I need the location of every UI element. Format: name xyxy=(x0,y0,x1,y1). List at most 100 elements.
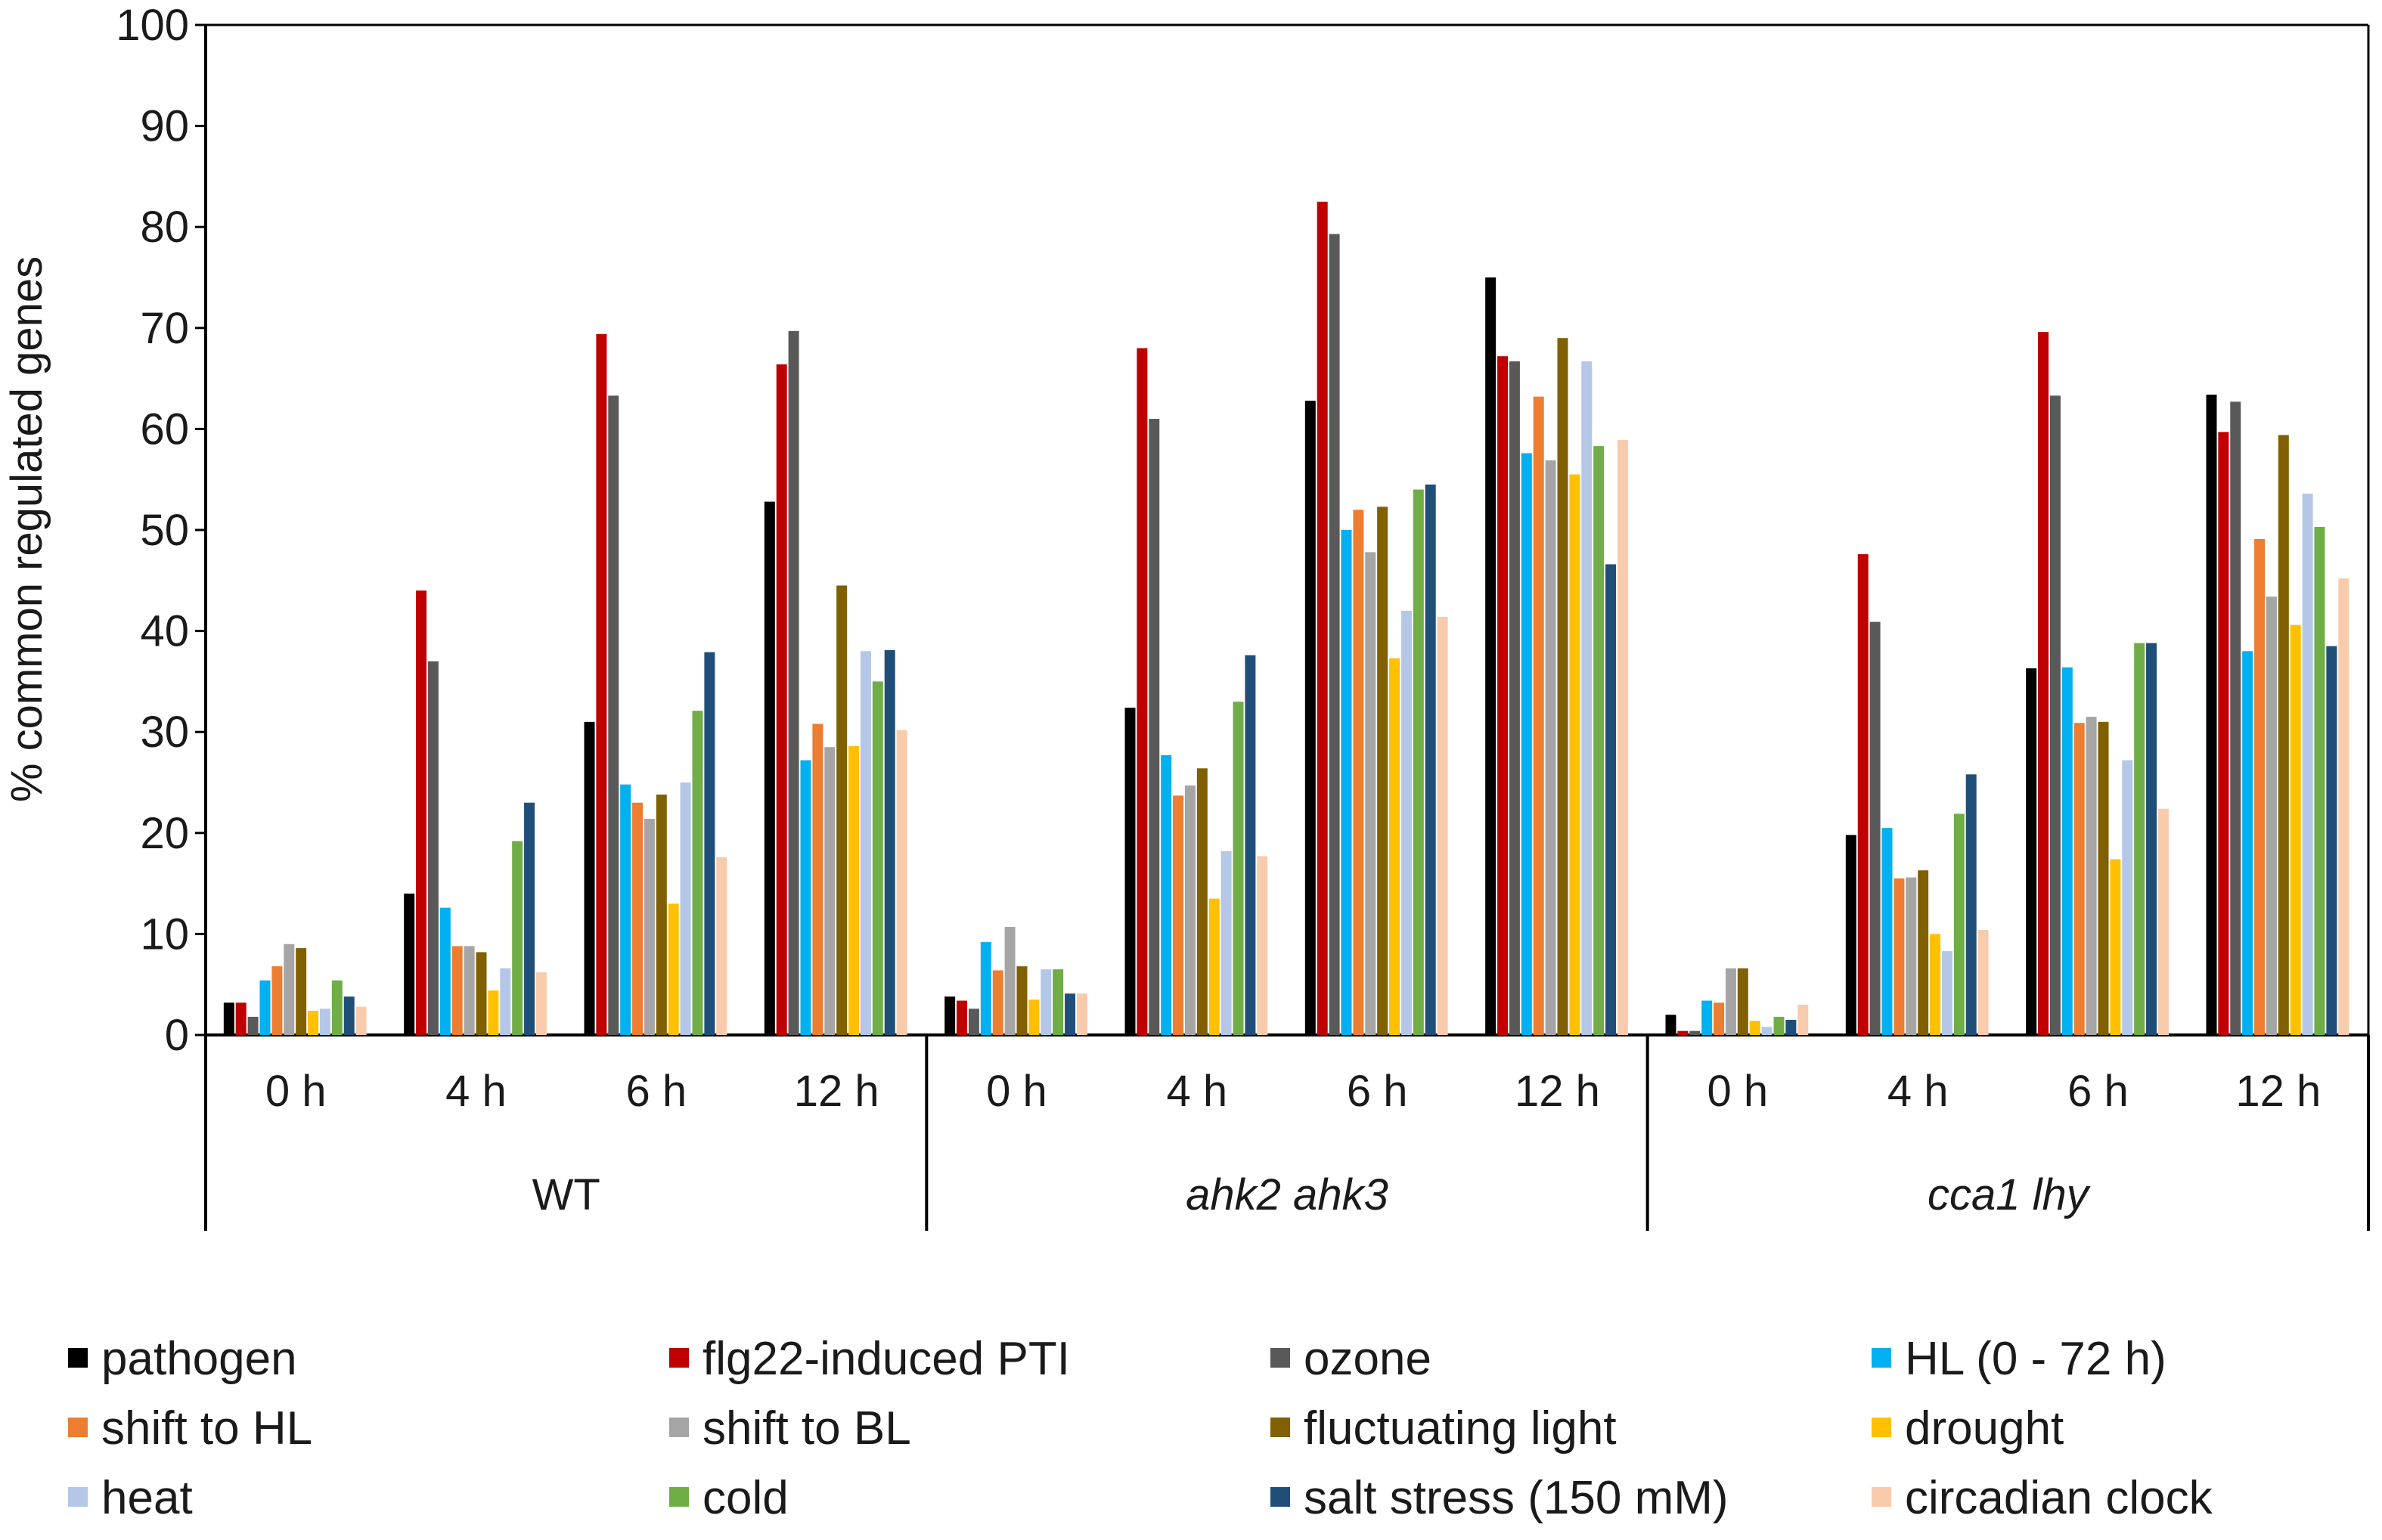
legend-swatch xyxy=(1872,1348,1891,1368)
legend-item: shift to BL xyxy=(669,1402,911,1455)
bar-hl-0-72-h- xyxy=(1341,530,1352,1035)
legend-item: flg22-induced PTI xyxy=(669,1333,1070,1385)
legend-item: salt stress (150 mM) xyxy=(1270,1472,1729,1524)
group-label: cca1 lhy xyxy=(1928,1170,2091,1219)
bar-fluctuating-light xyxy=(1918,870,1929,1035)
legend-label: fluctuating light xyxy=(1304,1402,1617,1455)
bar-ozone xyxy=(1329,234,1340,1035)
bar-fluctuating-light xyxy=(1016,966,1028,1035)
bar-circadian-clock xyxy=(716,857,727,1035)
bar-pathogen xyxy=(584,721,595,1035)
bar-salt-stress-150-mm- xyxy=(2326,646,2337,1035)
legend-swatch xyxy=(68,1418,88,1437)
bar-shift-to-bl xyxy=(1004,927,1016,1035)
bar-ozone xyxy=(1689,1030,1701,1035)
bar-shift-to-bl xyxy=(1184,785,1196,1035)
bar-heat xyxy=(1400,610,1412,1035)
x-tick-label: 0 h xyxy=(986,1067,1047,1116)
bar-salt-stress-150-mm- xyxy=(1605,564,1617,1035)
y-tick-label: 30 xyxy=(140,708,189,757)
legend-swatch xyxy=(1270,1487,1290,1507)
bar-pathogen xyxy=(2206,394,2217,1035)
bar-cold xyxy=(331,980,343,1035)
bar-salt-stress-150-mm- xyxy=(1245,655,1256,1035)
bar-flg22-induced-pti xyxy=(1677,1030,1689,1035)
bar-shift-to-hl xyxy=(992,970,1003,1035)
x-tick-label: 4 h xyxy=(1887,1067,1949,1116)
bar-flg22-induced-pti xyxy=(1497,356,1509,1036)
bar-shift-to-bl xyxy=(464,946,475,1035)
bar-heat xyxy=(1941,951,1952,1035)
bar-heat xyxy=(1220,851,1232,1035)
legend-swatch xyxy=(1872,1418,1891,1437)
legend-label: ozone xyxy=(1304,1333,1431,1385)
y-tick-label: 20 xyxy=(140,809,189,858)
bar-hl-0-72-h- xyxy=(1881,828,1893,1035)
bar-flg22-induced-pti xyxy=(2038,332,2049,1035)
bar-pathogen xyxy=(1485,277,1497,1035)
legend-label: salt stress (150 mM) xyxy=(1304,1472,1729,1524)
bar-salt-stress-150-mm- xyxy=(1065,993,1076,1035)
bar-cold xyxy=(2134,643,2145,1035)
bar-shift-to-bl xyxy=(1365,552,1376,1035)
bar-drought xyxy=(308,1010,319,1035)
bar-pathogen xyxy=(764,501,775,1035)
bar-pathogen xyxy=(2026,668,2037,1035)
bar-ozone xyxy=(968,1009,979,1035)
bar-circadian-clock xyxy=(2338,578,2349,1035)
bar-fluctuating-light xyxy=(1377,507,1388,1035)
bar-cold xyxy=(1593,446,1605,1035)
bar-ozone xyxy=(1869,621,1881,1035)
bar-flg22-induced-pti xyxy=(776,364,787,1035)
bar-shift-to-hl xyxy=(1714,1002,1725,1035)
bar-drought xyxy=(668,903,679,1035)
bar-heat xyxy=(319,1009,330,1035)
bar-fluctuating-light xyxy=(656,795,667,1035)
legend-label: flg22-induced PTI xyxy=(703,1333,1070,1385)
y-tick-label: 40 xyxy=(140,607,189,656)
x-tick-label: 6 h xyxy=(626,1067,687,1116)
bar-flg22-induced-pti xyxy=(1137,348,1148,1035)
bar-shift-to-hl xyxy=(812,724,823,1035)
bar-salt-stress-150-mm- xyxy=(2146,643,2157,1035)
bar-circadian-clock xyxy=(535,972,547,1035)
bar-hl-0-72-h- xyxy=(1701,1000,1713,1035)
bar-drought xyxy=(488,990,499,1035)
bar-ozone xyxy=(608,395,619,1035)
bar-cold xyxy=(512,841,523,1035)
bar-shift-to-hl xyxy=(1173,795,1184,1035)
legend-swatch xyxy=(669,1487,689,1507)
y-tick-label: 70 xyxy=(140,304,189,353)
bar-salt-stress-150-mm- xyxy=(1965,774,1977,1035)
bar-shift-to-hl xyxy=(451,946,463,1035)
bar-flg22-induced-pti xyxy=(416,590,427,1035)
legend-item: heat xyxy=(68,1472,193,1524)
x-tick-label: 4 h xyxy=(445,1067,507,1116)
bar-shift-to-bl xyxy=(1725,968,1736,1035)
bar-heat xyxy=(2302,493,2313,1035)
bar-ozone xyxy=(2049,395,2061,1035)
bar-shift-to-bl xyxy=(284,944,295,1035)
bar-fluctuating-light xyxy=(1557,338,1568,1035)
bar-cold xyxy=(1773,1016,1785,1035)
bar-heat xyxy=(2122,760,2133,1035)
legend-label: HL (0 - 72 h) xyxy=(1905,1333,2166,1385)
bar-fluctuating-light xyxy=(1196,768,1208,1035)
bar-pathogen xyxy=(1845,835,1856,1035)
bar-flg22-induced-pti xyxy=(235,1002,247,1035)
bar-shift-to-hl xyxy=(1533,396,1544,1035)
legend-label: shift to BL xyxy=(703,1402,911,1455)
bar-hl-0-72-h- xyxy=(620,784,631,1035)
y-tick-label: 0 xyxy=(165,1011,189,1060)
y-tick-label: 10 xyxy=(140,909,189,959)
legend-item: drought xyxy=(1872,1402,2064,1455)
x-tick-label: 12 h xyxy=(2235,1067,2321,1116)
y-tick-label: 100 xyxy=(116,1,189,50)
legend-swatch xyxy=(1270,1348,1290,1368)
bar-hl-0-72-h- xyxy=(1161,755,1172,1035)
bar-pathogen xyxy=(944,996,956,1035)
bar-shift-to-bl xyxy=(2266,596,2277,1035)
y-tick-label: 50 xyxy=(140,506,189,555)
bar-drought xyxy=(1389,658,1400,1035)
bar-pathogen xyxy=(1124,708,1136,1035)
